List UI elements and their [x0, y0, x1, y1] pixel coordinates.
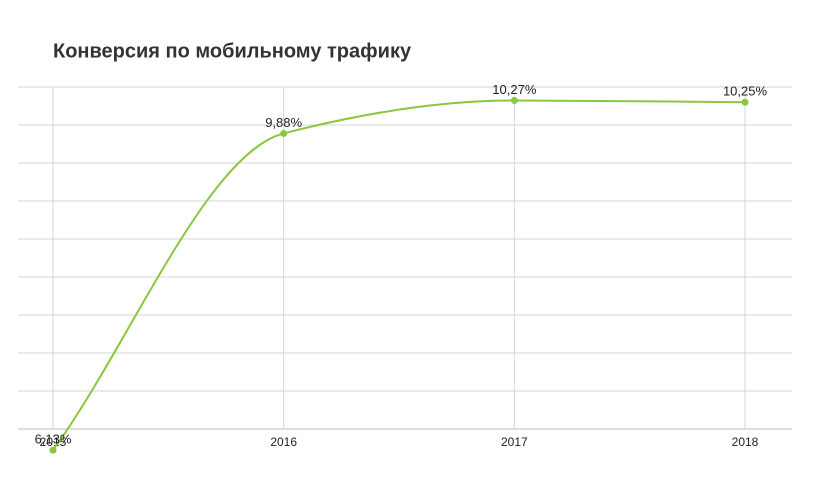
data-label: 9,88%	[265, 115, 302, 130]
x-tick-label: 2018	[732, 435, 759, 449]
line	[52, 99, 746, 451]
point	[49, 446, 57, 454]
point	[741, 98, 749, 106]
chart-title: Конверсия по мобильному трафику	[53, 40, 412, 62]
data-label: 10,27%	[492, 82, 537, 97]
data-label: 6,13%	[35, 432, 72, 447]
data-label: 10,25%	[723, 84, 768, 99]
point	[280, 129, 288, 137]
x-tick-label: 2016	[270, 435, 297, 449]
point	[510, 97, 518, 105]
x-tick-label: 2017	[501, 435, 528, 449]
